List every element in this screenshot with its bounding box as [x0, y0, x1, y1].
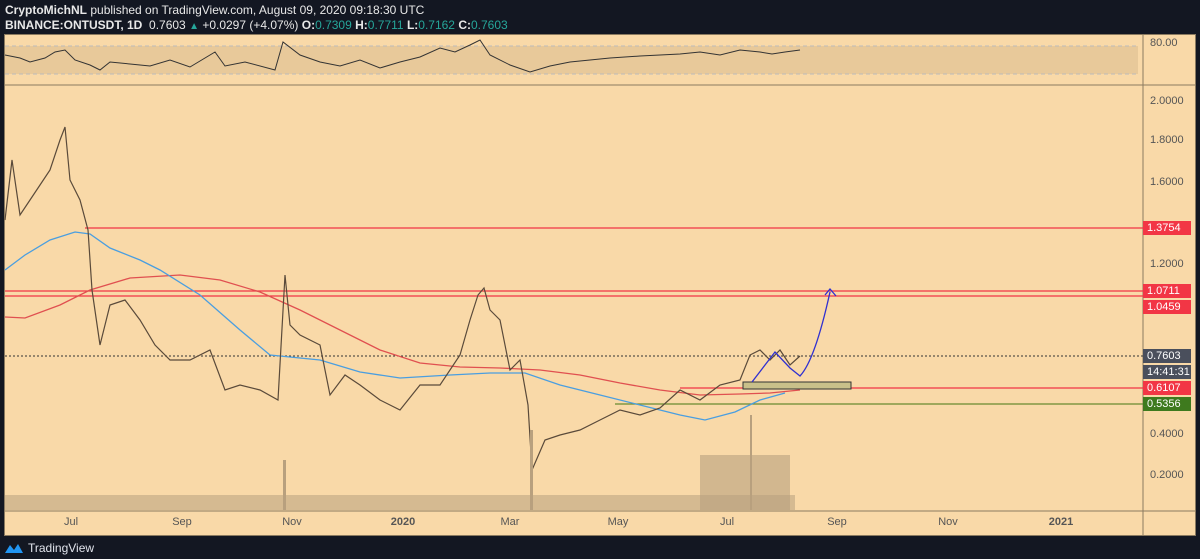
bar-countdown-label: 14:41:31	[1143, 365, 1191, 379]
time-tick: Sep	[827, 516, 847, 528]
time-tick: Nov	[938, 516, 958, 528]
rsi-line	[4, 39, 801, 73]
rsi-band	[5, 46, 1138, 74]
price-line	[4, 126, 801, 471]
support-label-0535: 0.5356	[1143, 397, 1191, 411]
ma-blue-line	[4, 231, 786, 421]
time-tick: Nov	[282, 516, 302, 528]
resistance-label-1071: 1.0711	[1143, 284, 1191, 298]
support-box[interactable]	[742, 381, 852, 390]
time-tick: Sep	[172, 516, 192, 528]
ma-red-line	[4, 274, 801, 396]
time-tick: Mar	[500, 516, 520, 528]
close-label: C:	[458, 18, 471, 32]
symbol-label[interactable]: BINANCE:ONTUSDT, 1D	[5, 18, 143, 32]
price-tick: 1.6000	[1150, 176, 1184, 188]
resistance-label-1046: 1.0459	[1143, 300, 1191, 314]
tradingview-logo-icon	[5, 544, 23, 553]
high-value: 0.7711	[367, 18, 404, 32]
price-tick: 0.2000	[1150, 469, 1184, 481]
brand-name[interactable]: TradingView	[28, 541, 95, 555]
projection-arrow-icon	[824, 287, 837, 297]
chart-frame[interactable]	[4, 34, 1196, 536]
last-price: 0.7603	[149, 18, 186, 32]
low-value: 0.7162	[418, 18, 455, 32]
last-price-label: 0.7603	[1143, 349, 1191, 363]
projection-path[interactable]	[751, 291, 831, 383]
author-name[interactable]: CryptoMichNL	[5, 3, 87, 17]
time-tick: Jul	[63, 516, 79, 528]
support-label-0610: 0.6107	[1143, 381, 1191, 395]
open-label: O:	[301, 18, 316, 32]
time-tick: Jul	[719, 516, 735, 528]
published-text: published on TradingView.com, August 09,…	[90, 3, 425, 17]
low-label: L:	[406, 18, 419, 32]
price-tick: 2.0000	[1150, 95, 1184, 107]
rsi-tick-80: 80.00	[1150, 37, 1178, 49]
up-arrow-icon: ▲	[189, 21, 199, 32]
price-tick: 0.4000	[1150, 428, 1184, 440]
high-label: H:	[355, 18, 368, 32]
price-tick: 1.8000	[1150, 134, 1184, 146]
time-tick: 2020	[390, 516, 416, 528]
close-value: 0.7603	[471, 18, 508, 32]
time-tick: May	[607, 516, 629, 528]
open-value: 0.7309	[315, 18, 352, 32]
price-tick: 1.2000	[1150, 258, 1184, 270]
chart-header: CryptoMichNL published on TradingView.co…	[5, 3, 508, 34]
footer: TradingView	[4, 539, 94, 557]
resistance-label-1375: 1.3754	[1143, 221, 1191, 235]
change: +0.0297 (+4.07%)	[202, 18, 299, 32]
volume-bars	[5, 415, 795, 510]
time-tick: 2021	[1048, 516, 1074, 528]
